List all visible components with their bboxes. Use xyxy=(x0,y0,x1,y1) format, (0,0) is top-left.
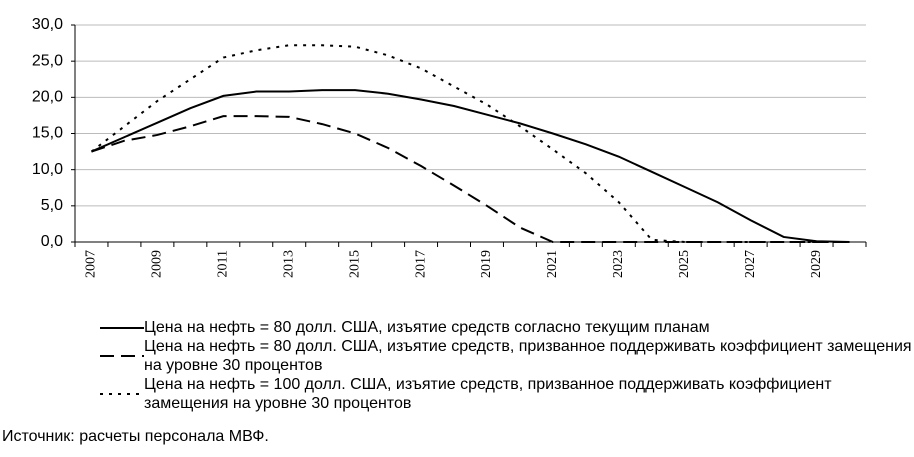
y-tick-label: 5,0 xyxy=(41,197,63,214)
series-line xyxy=(91,89,850,243)
x-tick-label: 2029 xyxy=(809,250,824,278)
y-tick-label: 10,0 xyxy=(32,161,63,178)
y-tick-label: 15,0 xyxy=(32,125,63,142)
legend-swatch xyxy=(100,326,144,329)
x-tick-label: 2009 xyxy=(150,250,165,278)
x-tick-label: 2027 xyxy=(743,250,758,278)
x-tick-label: 2017 xyxy=(413,250,428,278)
y-tick-label: 0,0 xyxy=(41,233,63,250)
x-tick-label: 2013 xyxy=(281,250,296,278)
series-line xyxy=(91,115,850,243)
series-line xyxy=(90,44,850,243)
x-tick-label: 2019 xyxy=(479,250,494,278)
legend-entry: Цена на нефть = 100 долл. США, изъятие с… xyxy=(0,375,914,413)
y-tick-label: 30,0 xyxy=(32,16,63,33)
chart: 0,0 5,0 10,0 15,0 20,0 25,0 30,0 2007 2009 2011 20… xyxy=(32,16,867,278)
legend-entry: Цена на нефть = 80 долл. США, изъятие ср… xyxy=(0,318,914,337)
source-note: Источник: расчеты персонала МВФ. xyxy=(2,428,269,445)
x-tick-label: 2011 xyxy=(216,250,231,277)
y-tick-label: 25,0 xyxy=(32,52,63,69)
legend-label: Цена на нефть = 80 долл. США, изъятие ср… xyxy=(144,319,710,336)
x-tick-label: 2007 xyxy=(84,250,99,278)
x-tick-label: 2023 xyxy=(611,250,626,278)
legend-swatch xyxy=(100,355,144,357)
legend-swatch xyxy=(100,393,144,395)
legend-label: Цена на нефть = 80 долл. США, изъятие ср… xyxy=(144,338,912,374)
x-tick-label: 2015 xyxy=(347,250,362,278)
y-tick-label: 20,0 xyxy=(32,89,63,106)
x-tick-label: 2021 xyxy=(545,250,560,278)
legend-label: Цена на нефть = 100 долл. США, изъятие с… xyxy=(144,376,832,412)
legend: Цена на нефть = 80 долл. США, изъятие ср… xyxy=(0,318,914,413)
legend-entry: Цена на нефть = 80 долл. США, изъятие ср… xyxy=(0,337,914,375)
x-tick-label: 2025 xyxy=(677,250,692,278)
